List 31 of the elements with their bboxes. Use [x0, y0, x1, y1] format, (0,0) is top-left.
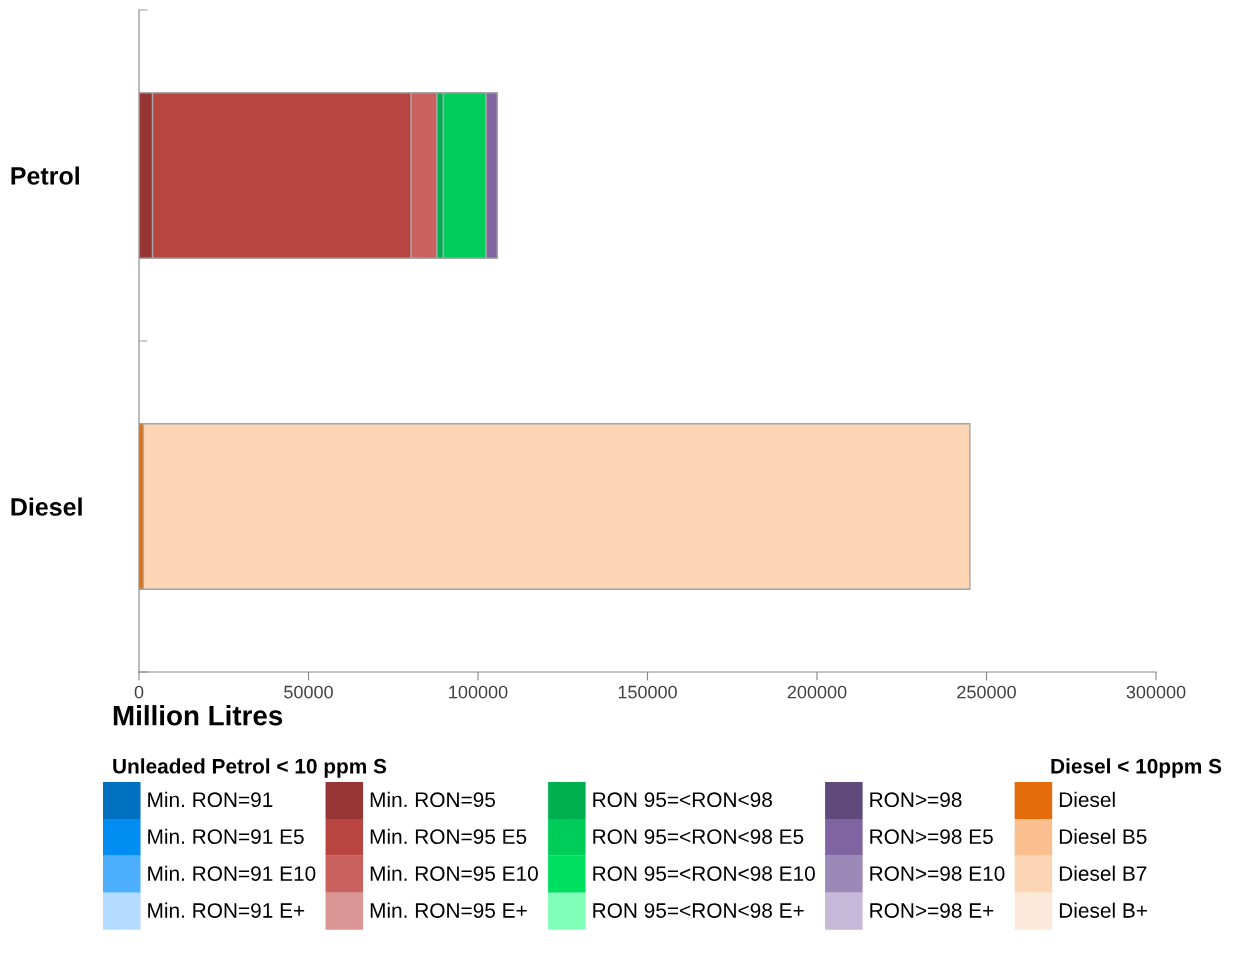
x-tick-label: 50000	[284, 685, 333, 699]
x-axis-title: Million Litres	[113, 705, 283, 726]
legend-label: RON 95=<RON<98	[593, 792, 772, 808]
legend-label: Min. RON=91 E10	[148, 865, 316, 881]
legend-label: Min. RON=95 E+	[370, 902, 527, 918]
legend-label: Min. RON=91	[148, 791, 273, 808]
legend-label: Diesel B+	[1059, 902, 1147, 918]
legend-label: Min. RON=95 E5	[370, 828, 527, 845]
legend-label: Min. RON=95 E10	[370, 865, 538, 881]
legend-label: RON>=98	[870, 792, 962, 808]
text: Diesel < 10ppm S	[1051, 758, 1222, 778]
legend-label: RON>=98 E+	[870, 903, 994, 918]
legend-label: RON 95=<RON<98 E10	[593, 866, 815, 881]
text: Unleaded Petrol < 10 ppm S	[113, 758, 387, 778]
x-tick-label: 100000	[449, 685, 508, 699]
x-tick-label: 150000	[618, 685, 677, 699]
legend-label: RON 95=<RON<98 E5	[593, 829, 804, 845]
y-tick-label: Petrol	[11, 166, 79, 185]
legend-label: RON>=98 E5	[870, 829, 993, 845]
legend-label: Diesel	[1059, 791, 1115, 808]
legend-label: RON 95=<RON<98 E+	[593, 903, 804, 918]
legend-label: RON>=98 E10	[870, 866, 1005, 881]
x-tick-label: 0	[134, 685, 144, 699]
legend-label: Diesel B5	[1059, 828, 1147, 845]
legend-label: Diesel B7	[1059, 865, 1147, 881]
legend-label: Min. RON=91 E5	[148, 828, 304, 845]
legend-label: Min. RON=91 E+	[148, 902, 305, 918]
x-tick-label: 200000	[787, 685, 847, 699]
legend-label: Min. RON=95	[370, 791, 495, 808]
x-tick-label: 300000	[1126, 685, 1186, 699]
x-tick-label: 250000	[957, 685, 1016, 699]
